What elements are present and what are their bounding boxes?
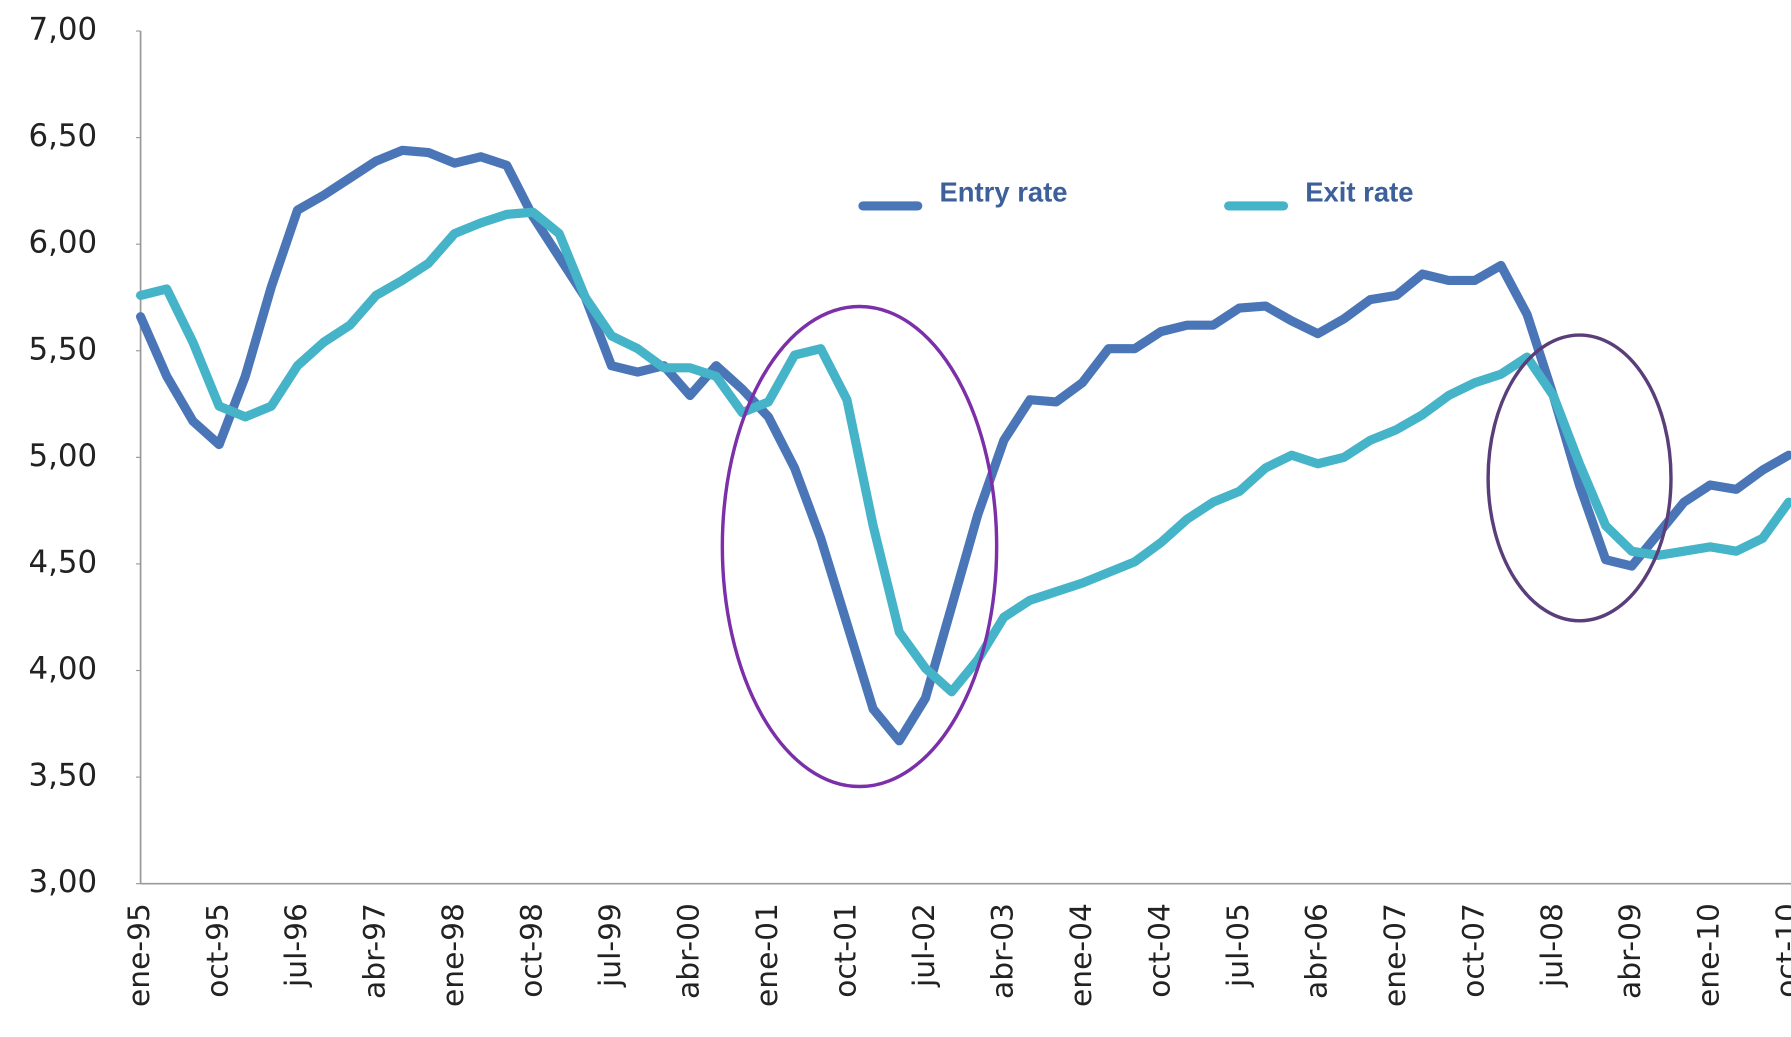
x-tick-label: jul-99 <box>593 903 628 988</box>
line-series <box>136 207 1791 697</box>
y-tick-label: 3,50 <box>28 758 97 794</box>
y-tick-label: 5,50 <box>28 331 97 367</box>
y-tick-label: 3,00 <box>28 864 97 900</box>
x-tick-label: ene-04 <box>1064 903 1099 1007</box>
line-series <box>136 145 1791 746</box>
y-tick-label: 4,50 <box>28 544 97 580</box>
legend-label: Entry rate <box>940 177 1068 208</box>
legend-label: Exit rate <box>1305 177 1413 208</box>
x-tick-label: ene-01 <box>750 903 785 1007</box>
highlight-ellipse <box>720 304 999 789</box>
x-tick-label: ene-10 <box>1692 903 1727 1007</box>
y-tick-label: 6,50 <box>28 118 97 154</box>
highlight-ellipse <box>1486 333 1673 623</box>
x-tick-label: abr-97 <box>358 903 393 999</box>
x-tick-label: oct-95 <box>201 903 236 998</box>
x-tick-label: oct-07 <box>1456 903 1491 998</box>
x-tick-label: abr-00 <box>671 903 706 999</box>
x-tick-label: oct-10 <box>1770 903 1791 998</box>
x-tick-label: jul-02 <box>907 903 942 988</box>
x-tick-label: abr-03 <box>985 903 1020 999</box>
x-tick-label: ene-95 <box>122 903 157 1007</box>
x-tick-label: abr-06 <box>1299 903 1334 999</box>
x-tick-label: jul-05 <box>1221 903 1256 988</box>
x-tick-label: oct-04 <box>1142 903 1177 998</box>
x-tick-label: abr-09 <box>1613 903 1648 999</box>
y-tick-label: 5,00 <box>28 438 97 474</box>
x-tick-label: jul-08 <box>1535 903 1570 988</box>
x-tick-label: jul-96 <box>279 903 314 988</box>
x-tick-label: oct-01 <box>828 903 863 998</box>
y-tick-label: 7,00 <box>28 12 97 48</box>
x-tick-label: oct-98 <box>514 903 549 998</box>
y-tick-label: 4,00 <box>28 651 97 687</box>
y-tick-label: 6,00 <box>28 225 97 261</box>
x-tick-label: ene-98 <box>436 903 471 1007</box>
x-tick-label: ene-07 <box>1378 903 1413 1007</box>
